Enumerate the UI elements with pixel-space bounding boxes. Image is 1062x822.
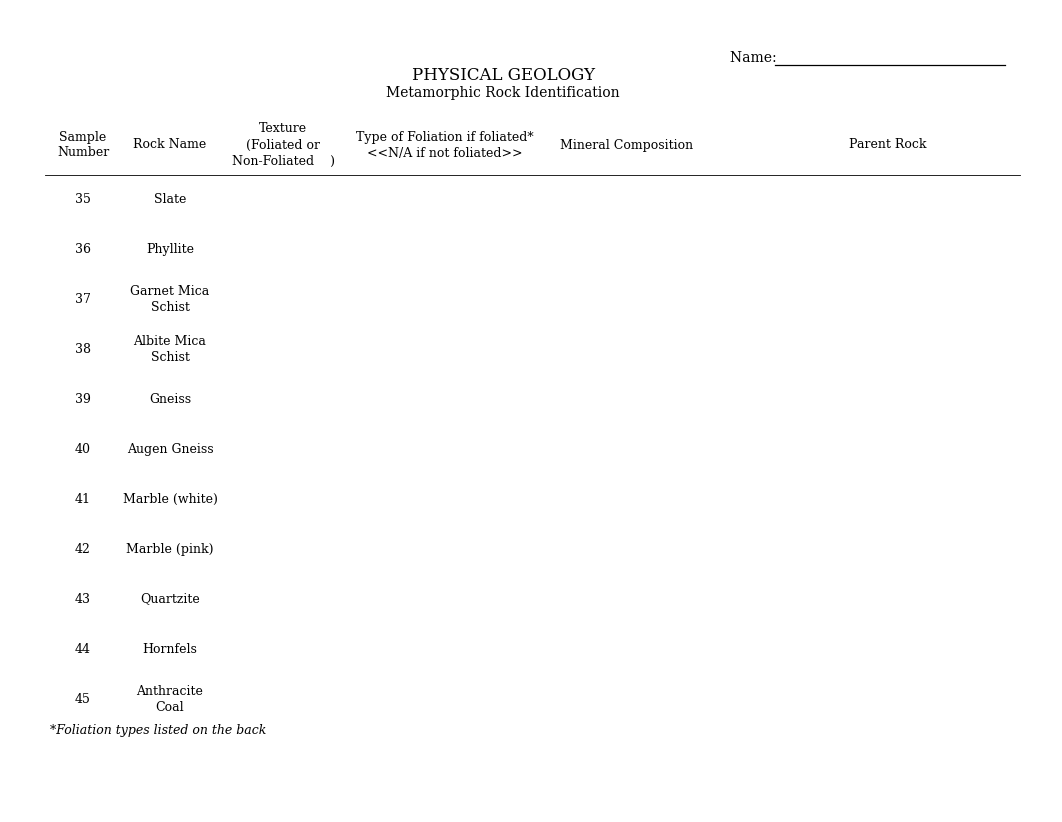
Text: 39: 39	[75, 392, 91, 405]
Text: 41: 41	[75, 492, 91, 506]
Text: 42: 42	[75, 543, 91, 556]
Text: 44: 44	[75, 643, 91, 655]
Text: Hornfels: Hornfels	[142, 643, 198, 655]
Text: Metamorphic Rock Identification: Metamorphic Rock Identification	[387, 86, 620, 100]
Text: Marble (white): Marble (white)	[122, 492, 218, 506]
Text: Type of Foliation if foliated*
<<N/A if not foliated>>: Type of Foliation if foliated* <<N/A if …	[356, 131, 534, 159]
Text: Marble (pink): Marble (pink)	[126, 543, 213, 556]
Text: Gneiss: Gneiss	[149, 392, 191, 405]
Text: Parent Rock: Parent Rock	[850, 138, 927, 151]
Text: Sample
Number: Sample Number	[57, 131, 109, 159]
Text: Name:: Name:	[730, 51, 786, 65]
Text: *Foliation types listed on the back: *Foliation types listed on the back	[50, 723, 267, 737]
Text: Phyllite: Phyllite	[145, 242, 194, 256]
Text: Slate: Slate	[154, 192, 186, 206]
Text: Texture
(Foliated or
Non-Foliated    ): Texture (Foliated or Non-Foliated )	[232, 122, 335, 168]
Text: PHYSICAL GEOLOGY: PHYSICAL GEOLOGY	[411, 67, 595, 84]
Text: 40: 40	[75, 442, 91, 455]
Text: 36: 36	[75, 242, 91, 256]
Text: Quartzite: Quartzite	[140, 593, 200, 606]
Text: 38: 38	[75, 343, 91, 355]
Text: 35: 35	[75, 192, 91, 206]
Text: Anthracite
Coal: Anthracite Coal	[137, 685, 204, 713]
Text: Albite Mica
Schist: Albite Mica Schist	[134, 335, 206, 363]
Text: Rock Name: Rock Name	[134, 138, 207, 151]
Text: 43: 43	[75, 593, 91, 606]
Text: Augen Gneiss: Augen Gneiss	[126, 442, 213, 455]
Text: 45: 45	[75, 692, 91, 705]
Text: Mineral Composition: Mineral Composition	[561, 138, 693, 151]
Text: 37: 37	[75, 293, 91, 306]
Text: Garnet Mica
Schist: Garnet Mica Schist	[131, 284, 209, 313]
